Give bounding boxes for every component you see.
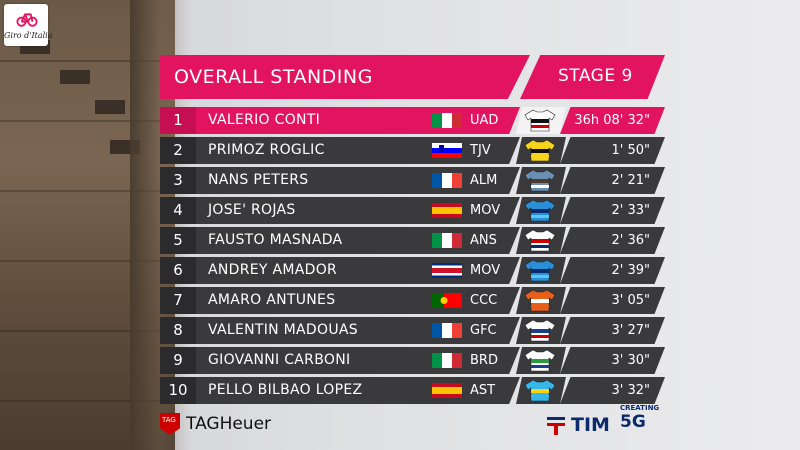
time-gap: 2' 33" — [611, 203, 651, 218]
italy-flag — [432, 233, 462, 248]
tim-mark-icon — [547, 417, 565, 435]
position: 8 — [160, 317, 196, 344]
france-flag — [432, 323, 462, 338]
position: 6 — [160, 257, 196, 284]
tag-heuer-text: TAGHeuer — [186, 414, 272, 434]
5g-text: 5G — [620, 412, 646, 432]
italy-flag — [432, 353, 462, 368]
team-code: GFC — [470, 323, 497, 338]
creating-text: CREATING — [620, 404, 660, 412]
standing-row: 4 JOSE' ROJAS MOV 2' 33" — [160, 197, 665, 224]
position: 4 — [160, 197, 196, 224]
time-cell — [560, 347, 665, 374]
stage-header: STAGE 9 — [520, 55, 665, 99]
portugal-flag — [432, 293, 462, 308]
time-cell — [560, 167, 665, 194]
spain-flag — [432, 203, 462, 218]
standing-row: 6 ANDREY AMADOR MOV 2' 39" — [160, 257, 665, 284]
time-gap: 3' 05" — [611, 293, 651, 308]
standing-row: 2 PRIMOZ ROGLIC TJV 1' 50" — [160, 137, 665, 164]
giro-logo-text: Giro d'Italia — [4, 31, 53, 40]
rider-name: PRIMOZ ROGLIC — [208, 142, 325, 158]
position: 1 — [160, 107, 196, 134]
time-gap: 2' 21" — [611, 173, 651, 188]
france-flag — [432, 173, 462, 188]
androni-jersey-icon — [524, 229, 556, 252]
position: 5 — [160, 227, 196, 254]
time-gap: 1' 50" — [611, 143, 651, 158]
groupama-jersey-icon — [524, 319, 556, 342]
time-gap: 2' 39" — [611, 263, 651, 278]
italy-flag — [432, 113, 462, 128]
standings-panel: OVERALL STANDING STAGE 9 1 VALERIO CONTI U… — [160, 55, 665, 410]
position: 9 — [160, 347, 196, 374]
standing-row: 3 NANS PETERS ALM 2' 21" — [160, 167, 665, 194]
ccc-jersey-icon — [524, 289, 556, 312]
time-cell — [560, 377, 665, 404]
standings-header: OVERALL STANDING — [160, 55, 530, 99]
position: 10 — [160, 377, 196, 404]
rider-name: GIOVANNI CARBONI — [208, 352, 351, 368]
standing-row: 10 PELLO BILBAO LOPEZ AST 3' 32" — [160, 377, 665, 404]
team-code: MOV — [470, 263, 501, 278]
ag2r-jersey-icon — [524, 169, 556, 192]
team-code: ALM — [470, 173, 498, 188]
time-gap: 36h 08' 32" — [574, 113, 650, 128]
time-gap: 2' 36" — [611, 233, 651, 248]
spain-flag — [432, 383, 462, 398]
rider-name: JOSE' ROJAS — [208, 202, 296, 218]
team-code: CCC — [470, 293, 498, 308]
standing-row: 8 VALENTIN MADOUAS GFC 3' 27" — [160, 317, 665, 344]
rider-name: NANS PETERS — [208, 172, 309, 188]
astana-jersey-icon — [524, 379, 556, 402]
bardiani-jersey-icon — [524, 349, 556, 372]
rider-name: VALENTIN MADOUAS — [208, 322, 358, 338]
movistar-jersey-icon — [524, 199, 556, 222]
team-code: ANS — [470, 233, 497, 248]
tim-logo: TIM — [545, 410, 655, 440]
time-cell — [560, 287, 665, 314]
standing-row: 1 VALERIO CONTI UAD 36h 08' 32" — [160, 107, 665, 134]
rider-name: ANDREY AMADOR — [208, 262, 338, 278]
rider-name: VALERIO CONTI — [208, 112, 321, 128]
time-cell — [560, 107, 665, 134]
position: 7 — [160, 287, 196, 314]
time-cell — [560, 197, 665, 224]
tim-text: TIM — [571, 414, 610, 436]
position: 3 — [160, 167, 196, 194]
standing-row: 7 AMARO ANTUNES CCC 3' 05" — [160, 287, 665, 314]
slovenia-flag — [432, 143, 462, 158]
rider-name: PELLO BILBAO LOPEZ — [208, 382, 363, 398]
position: 2 — [160, 137, 196, 164]
time-cell — [560, 317, 665, 344]
team-code: BRD — [470, 353, 498, 368]
time-cell — [560, 257, 665, 284]
rider-name: AMARO ANTUNES — [208, 292, 336, 308]
time-cell — [560, 227, 665, 254]
stage-label: STAGE 9 — [558, 66, 633, 86]
standing-row: 9 GIOVANNI CARBONI BRD 3' 30" — [160, 347, 665, 374]
uae-jersey-icon — [524, 109, 556, 132]
giro-logo: Giro d'Italia — [4, 4, 53, 46]
bicycle-icon — [16, 13, 38, 27]
standing-row: 5 FAUSTO MASNADA ANS 2' 36" — [160, 227, 665, 254]
time-gap: 3' 27" — [611, 323, 651, 338]
rider-name: FAUSTO MASNADA — [208, 232, 343, 248]
time-gap: 3' 32" — [611, 383, 651, 398]
standings-title: OVERALL STANDING — [174, 66, 373, 88]
movistar-jersey-icon — [524, 259, 556, 282]
team-code: TJV — [470, 143, 491, 158]
time-cell — [560, 137, 665, 164]
team-code: UAD — [470, 113, 499, 128]
tag-heuer-shield-icon: TAG — [160, 413, 180, 435]
creating-5g-logo: CREATING 5G — [620, 404, 670, 438]
team-code: AST — [470, 383, 496, 398]
costa-rica-flag — [432, 263, 462, 278]
jumbo-jersey-icon — [524, 139, 556, 162]
time-gap: 3' 30" — [611, 353, 651, 368]
team-code: MOV — [470, 203, 501, 218]
